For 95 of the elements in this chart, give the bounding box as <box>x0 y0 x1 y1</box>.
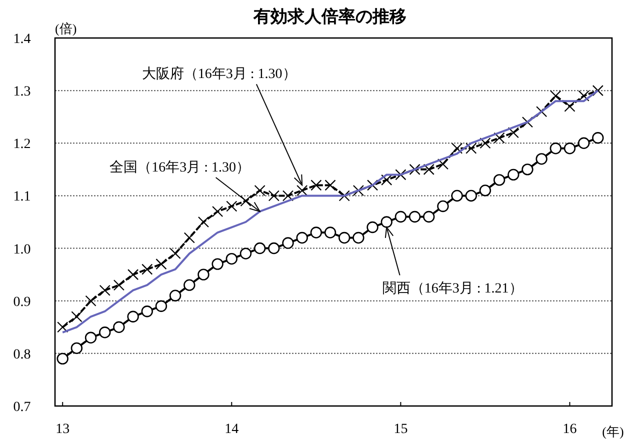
point <box>550 142 562 154</box>
y-tick-label: 1.4 <box>13 32 31 47</box>
point <box>564 142 576 154</box>
point <box>451 142 463 154</box>
x-tick-label: 13 <box>56 422 70 437</box>
point <box>268 190 280 202</box>
point <box>564 100 576 112</box>
chart-title: 有効求人倍率の推移 <box>252 7 406 26</box>
point <box>408 210 421 223</box>
point <box>366 180 378 191</box>
point <box>380 216 392 228</box>
point <box>212 258 224 270</box>
y-tick-label: 1.2 <box>13 137 31 152</box>
point <box>466 142 477 154</box>
point <box>127 310 139 322</box>
point <box>296 232 308 244</box>
point <box>99 284 110 296</box>
point <box>592 132 604 144</box>
point <box>113 321 125 333</box>
point <box>508 168 520 181</box>
point <box>522 164 534 176</box>
point <box>296 184 308 196</box>
point <box>578 90 590 102</box>
point <box>254 184 266 196</box>
point <box>550 90 562 102</box>
point <box>84 332 97 344</box>
point <box>508 127 519 138</box>
point <box>156 258 167 270</box>
point <box>381 174 392 186</box>
point <box>226 200 238 212</box>
y-tick-label: 1.0 <box>13 242 31 258</box>
point <box>394 210 407 223</box>
point <box>451 190 463 202</box>
point <box>282 237 294 249</box>
point <box>212 206 224 218</box>
point <box>56 352 68 365</box>
point <box>254 242 266 254</box>
point <box>338 190 350 202</box>
point <box>70 342 83 354</box>
annotation: 大阪府（16年3月 : 1.30） <box>142 66 296 82</box>
point <box>141 306 153 318</box>
y-tick-label: 1.1 <box>13 190 31 205</box>
y-tick-label: 0.7 <box>13 400 31 415</box>
point <box>240 195 252 207</box>
x-axis-title: (年) <box>602 424 624 439</box>
point <box>479 184 492 196</box>
y-tick-label: 0.9 <box>13 294 31 310</box>
y-axis-title: (倍) <box>55 21 77 36</box>
point <box>366 221 378 234</box>
point <box>338 232 350 244</box>
point <box>423 164 434 175</box>
point <box>169 290 182 302</box>
point <box>57 322 68 333</box>
point <box>493 174 506 186</box>
point <box>226 252 238 265</box>
point <box>352 232 364 244</box>
point <box>71 311 82 322</box>
point <box>480 138 491 149</box>
point <box>494 132 505 144</box>
x-tick-label: 14 <box>224 422 239 437</box>
point <box>142 264 153 275</box>
point <box>198 268 210 280</box>
annotation: 関西（16年3月 : 1.21） <box>382 280 523 296</box>
point <box>423 210 435 223</box>
point <box>578 137 590 149</box>
point <box>155 300 168 312</box>
point <box>536 106 548 118</box>
point <box>324 180 336 191</box>
point <box>310 226 322 238</box>
point <box>437 200 449 212</box>
point <box>522 116 534 128</box>
point <box>409 164 420 175</box>
point <box>240 248 252 260</box>
point <box>437 158 449 170</box>
point <box>352 184 364 196</box>
x-tick-label: 15 <box>394 422 408 437</box>
point <box>310 180 322 191</box>
point <box>536 153 548 165</box>
point <box>99 326 111 338</box>
y-tick-label: 1.3 <box>13 84 31 100</box>
point <box>170 248 181 260</box>
point <box>198 216 210 228</box>
point <box>268 242 280 254</box>
point <box>592 85 604 96</box>
point <box>184 279 196 291</box>
point <box>324 226 336 238</box>
point <box>184 232 195 244</box>
point <box>395 169 406 180</box>
annotation: 全国（16年3月 : 1.30） <box>110 159 250 176</box>
point <box>465 190 477 202</box>
x-tick-label: 16 <box>562 422 577 437</box>
y-tick-label: 0.8 <box>13 347 31 362</box>
point <box>113 280 124 291</box>
point <box>127 269 139 280</box>
point <box>85 295 96 306</box>
